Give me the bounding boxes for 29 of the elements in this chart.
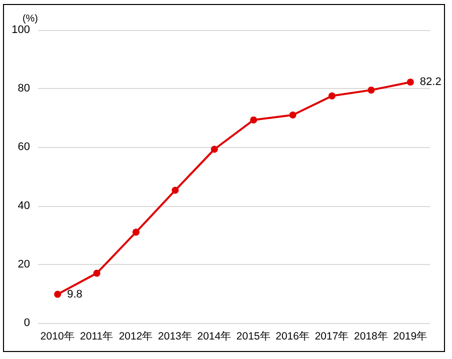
x-tick-label: 2010年 xyxy=(40,330,75,342)
x-tick-label: 2014年 xyxy=(197,330,232,342)
point xyxy=(368,86,375,94)
point xyxy=(328,92,336,100)
x-tick-label: 2017年 xyxy=(314,330,350,342)
point xyxy=(289,111,296,118)
x-tick-label: 2013年 xyxy=(158,330,192,342)
point xyxy=(54,290,62,298)
data-label: 9.8 xyxy=(67,288,82,300)
data-label: 82.2 xyxy=(420,76,442,88)
x-tick-label: 2011年 xyxy=(80,330,114,342)
y-tick-label: 20 xyxy=(18,258,30,270)
point xyxy=(93,270,100,277)
y-tick-label: 0 xyxy=(24,317,30,329)
x-tick-label: 2012年 xyxy=(118,330,154,342)
x-tick-label: 2015年 xyxy=(236,330,271,342)
point xyxy=(406,78,414,86)
y-axis-title: (%) xyxy=(22,14,38,24)
x-tick-label: 2018年 xyxy=(354,330,388,342)
point xyxy=(172,186,179,194)
y-tick-label: 60 xyxy=(18,141,30,154)
x-tick-label: 2016年 xyxy=(276,330,310,342)
y-tick-label: 80 xyxy=(18,82,30,95)
point xyxy=(132,228,140,236)
point xyxy=(210,146,218,153)
x-tick-label: 2019年 xyxy=(393,330,428,342)
y-tick-label: 100 xyxy=(12,24,30,36)
point xyxy=(250,116,258,124)
y-tick-label: 40 xyxy=(18,200,30,212)
